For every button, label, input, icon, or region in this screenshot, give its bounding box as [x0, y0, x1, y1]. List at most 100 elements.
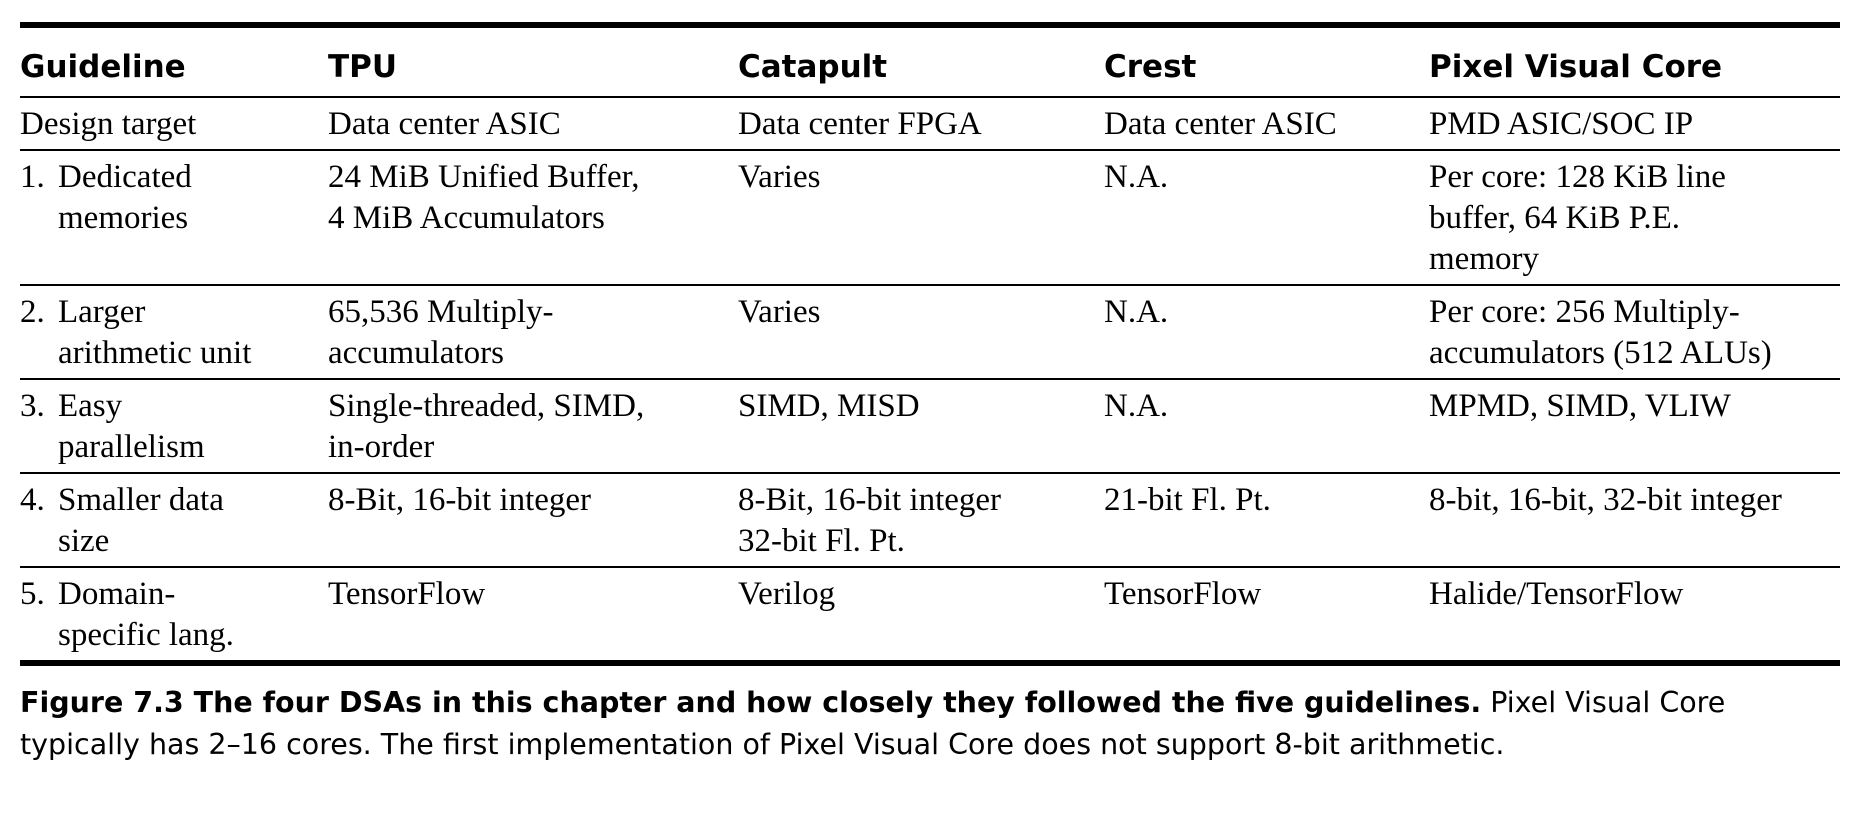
cell-line: MPMD, SIMD, VLIW [1429, 388, 1731, 424]
catapult-cell: Varies [738, 150, 1104, 286]
tpu-cell: 8-Bit, 16-bit integer [328, 473, 738, 568]
guideline-number: 4. [20, 482, 45, 518]
header-tpu: TPU [328, 28, 738, 98]
guideline-number: 1. [20, 159, 45, 195]
catapult-cell: Verilog [738, 567, 1104, 660]
guideline-line: parallelism [58, 429, 205, 465]
tpu-cell: Single-threaded, SIMD, in-order [328, 379, 738, 474]
guideline-line: Design target [20, 106, 197, 142]
tpu-cell: TensorFlow [328, 567, 738, 660]
cell-line: N.A. [1104, 159, 1169, 195]
cell-line: 21-bit Fl. Pt. [1104, 482, 1271, 518]
guideline-line: specific lang. [58, 617, 234, 653]
catapult-cell: Varies [738, 285, 1104, 380]
table-row: 2. Larger arithmetic unit 65,536 Multiply-a… [20, 285, 1840, 380]
guideline-line: Smaller data [58, 482, 224, 518]
bottom-rule [20, 660, 1840, 666]
guideline-cell: Design target [20, 97, 328, 151]
top-rule [20, 22, 1840, 28]
cell-line: Varies [738, 159, 821, 195]
tpu-cell: 65,536 Multiply-accumulators [328, 285, 738, 380]
cell-line: Single-threaded, SIMD, [328, 388, 645, 424]
cell-line: Per core: 128 KiB line [1429, 159, 1726, 195]
cell-line: buffer, 64 KiB P.E. [1429, 200, 1681, 236]
catapult-cell: Data center FPGA [738, 97, 1104, 151]
guideline-cell: 1. Dedicated memories [20, 150, 328, 286]
figure-caption: Figure 7.3 The four DSAs in this chapter… [20, 682, 1840, 766]
guideline-number: 5. [20, 576, 45, 612]
guideline-number: 2. [20, 294, 45, 330]
guideline-line: memories [58, 200, 189, 236]
pixel-visual-core-cell: Per core: 256 Multiply-accumulators (512… [1429, 285, 1840, 380]
tpu-cell: 24 MiB Unified Buffer, 4 MiB Accumulators [328, 150, 738, 286]
table-body: Design target Data center ASIC Data center… [20, 97, 1840, 660]
crest-cell: N.A. [1104, 285, 1429, 380]
cell-line: PMD ASIC/SOC IP [1429, 106, 1694, 142]
guideline-text: Easy parallelism [58, 386, 320, 468]
cell-line: Halide/TensorFlow [1429, 576, 1684, 612]
cell-line: N.A. [1104, 388, 1169, 424]
cell-line: memory [1429, 241, 1539, 277]
catapult-cell: SIMD, MISD [738, 379, 1104, 474]
header-guideline: Guideline [20, 28, 328, 98]
cell-line: TensorFlow [1104, 576, 1262, 612]
guideline-line: Larger [58, 294, 146, 330]
cell-line: accumulators [328, 335, 504, 371]
cell-line: 32-bit Fl. Pt. [738, 523, 905, 559]
cell-line: 4 MiB Accumulators [328, 200, 605, 236]
cell-line: Data center FPGA [738, 106, 982, 142]
cell-line: 24 MiB Unified Buffer, [328, 159, 640, 195]
guideline-text: Dedicated memories [58, 157, 320, 239]
guideline-text: Larger arithmetic unit [58, 292, 320, 374]
header-row: Guideline TPU Catapult Crest Pixel Visua… [20, 28, 1840, 98]
cell-line: 8-bit, 16-bit, 32-bit integer [1429, 482, 1782, 518]
header-pixel-visual-core: Pixel Visual Core [1429, 28, 1840, 98]
figure: Guideline TPU Catapult Crest Pixel Visua… [20, 22, 1840, 766]
guideline-cell: 3. Easy parallelism [20, 379, 328, 474]
crest-cell: N.A. [1104, 379, 1429, 474]
cell-line: Varies [738, 294, 821, 330]
table-row: 4. Smaller data size 8-Bit, 16-bit integer 8… [20, 473, 1840, 568]
cell-line: TensorFlow [328, 576, 486, 612]
table-row: 3. Easy parallelism Single-threaded, SIMD, i… [20, 379, 1840, 474]
header-catapult: Catapult [738, 28, 1104, 98]
cell-line: 8-Bit, 16-bit integer [328, 482, 592, 518]
cell-line: Data center ASIC [1104, 106, 1337, 142]
catapult-cell: 8-Bit, 16-bit integer 32-bit Fl. Pt. [738, 473, 1104, 568]
cell-line: 8-Bit, 16-bit integer [738, 482, 1002, 518]
guideline-line: size [58, 523, 110, 559]
pixel-visual-core-cell: MPMD, SIMD, VLIW [1429, 379, 1840, 474]
pixel-visual-core-cell: 8-bit, 16-bit, 32-bit integer [1429, 473, 1840, 568]
guideline-text: Domain-specific lang. [58, 574, 320, 656]
cell-line: 65,536 Multiply- [328, 294, 554, 330]
header-crest: Crest [1104, 28, 1429, 98]
guideline-line: Domain- [58, 576, 176, 612]
crest-cell: 21-bit Fl. Pt. [1104, 473, 1429, 568]
guideline-line: Dedicated [58, 159, 192, 195]
cell-line: Data center ASIC [328, 106, 561, 142]
crest-cell: TensorFlow [1104, 567, 1429, 660]
guideline-cell: 5. Domain-specific lang. [20, 567, 328, 660]
cell-line: Verilog [738, 576, 836, 612]
guideline-number: 3. [20, 388, 45, 424]
cell-line: SIMD, MISD [738, 388, 920, 424]
cell-line: accumulators (512 ALUs) [1429, 335, 1772, 371]
pixel-visual-core-cell: Per core: 128 KiB line buffer, 64 KiB P.E… [1429, 150, 1840, 286]
guideline-cell: 4. Smaller data size [20, 473, 328, 568]
pixel-visual-core-cell: Halide/TensorFlow [1429, 567, 1840, 660]
crest-cell: N.A. [1104, 150, 1429, 286]
tpu-cell: Data center ASIC [328, 97, 738, 151]
crest-cell: Data center ASIC [1104, 97, 1429, 151]
cell-line: Per core: 256 Multiply- [1429, 294, 1740, 330]
cell-line: N.A. [1104, 294, 1169, 330]
table-row: 5. Domain-specific lang. TensorFlow Verilog… [20, 567, 1840, 660]
guideline-line: Easy [58, 388, 123, 424]
guideline-cell: 2. Larger arithmetic unit [20, 285, 328, 380]
cell-line: in-order [328, 429, 435, 465]
table-row: Design target Data center ASIC Data center… [20, 97, 1840, 151]
guidelines-table: Guideline TPU Catapult Crest Pixel Visua… [20, 28, 1840, 660]
guideline-text: Smaller data size [58, 480, 320, 562]
table-row: 1. Dedicated memories 24 MiB Unified Buffer… [20, 150, 1840, 286]
guideline-line: arithmetic unit [58, 335, 252, 371]
caption-label: Figure 7.3 The four DSAs in this chapter… [20, 686, 1482, 719]
